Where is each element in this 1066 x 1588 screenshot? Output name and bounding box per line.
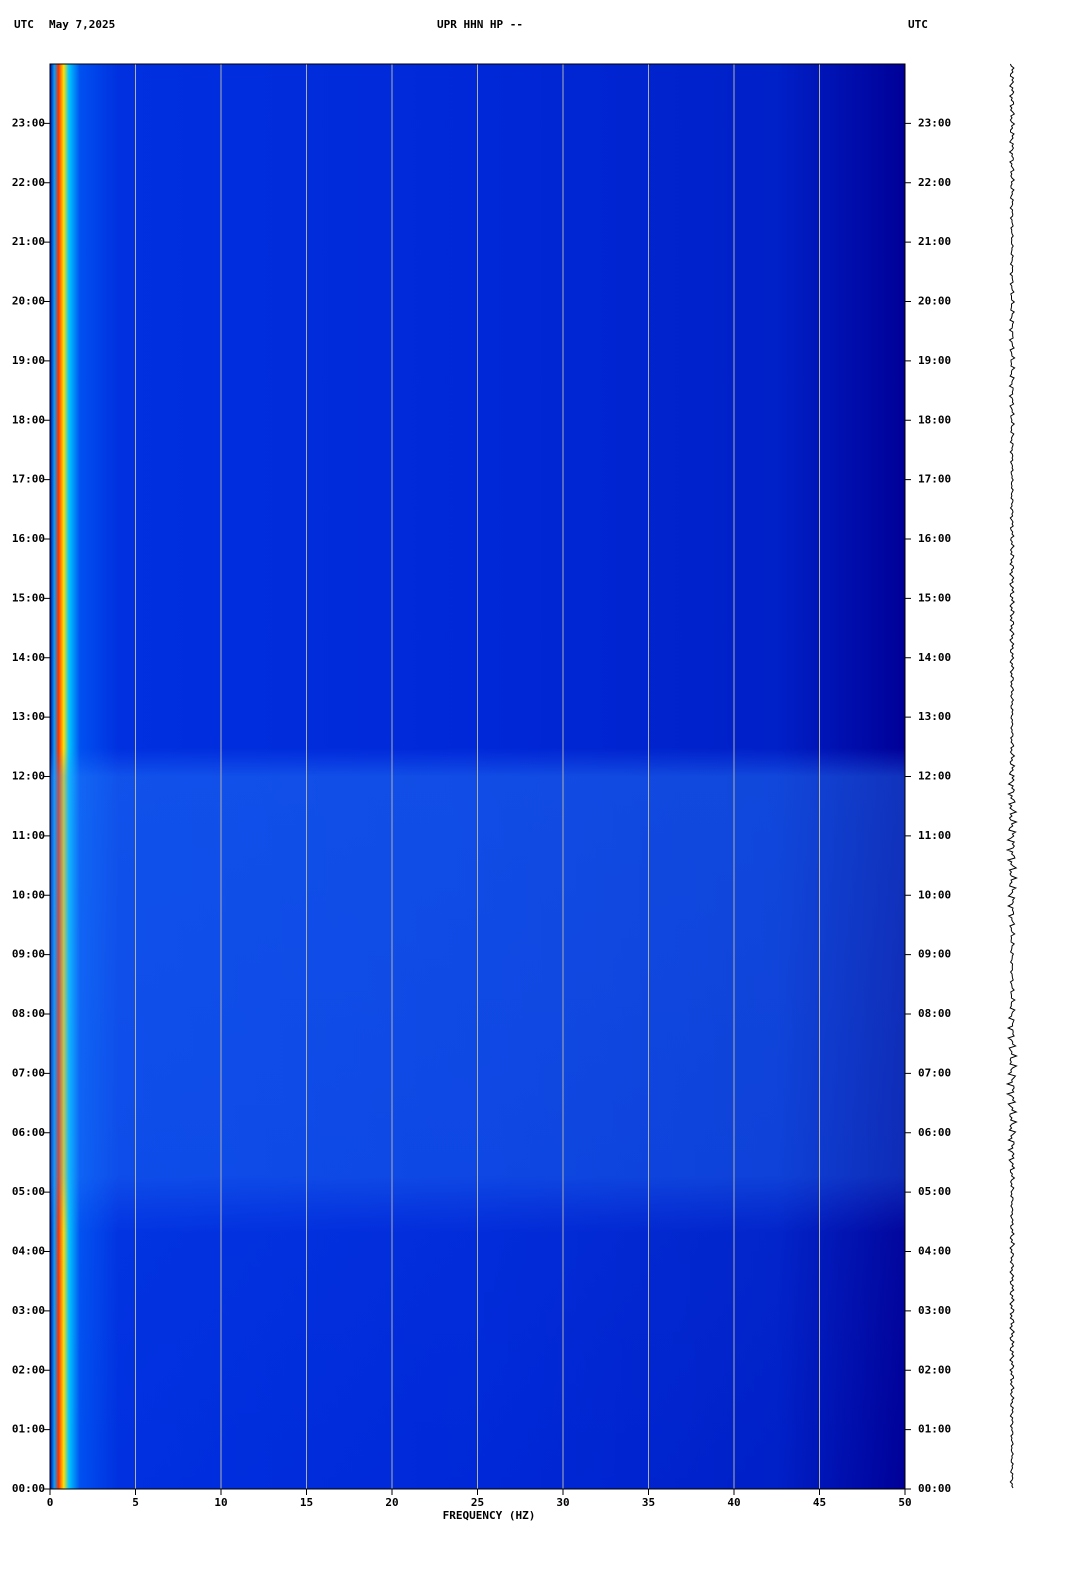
x-tick-label: 50 [898, 1496, 911, 1509]
y-tick-label-left: 18:00 [12, 413, 45, 426]
y-tick-label-left: 13:00 [12, 710, 45, 723]
y-tick-label-left: 06:00 [12, 1126, 45, 1139]
y-tick-label-right: 16:00 [918, 532, 951, 545]
y-tick-label-left: 15:00 [12, 591, 45, 604]
y-tick-label-left: 23:00 [12, 116, 45, 129]
x-tick-label: 20 [385, 1496, 398, 1509]
y-tick-label-left: 10:00 [12, 888, 45, 901]
y-tick-label-right: 06:00 [918, 1126, 951, 1139]
seismogram-trace [1005, 63, 1018, 1489]
x-tick-label: 25 [471, 1496, 484, 1509]
x-tick-label: 30 [556, 1496, 569, 1509]
y-tick-label-left: 05:00 [12, 1185, 45, 1198]
y-tick-label-right: 04:00 [918, 1245, 951, 1258]
y-tick-label-right: 20:00 [918, 295, 951, 308]
y-tick-label-right: 22:00 [918, 176, 951, 189]
plot-frame [49, 63, 906, 1490]
y-tick-label-right: 05:00 [918, 1185, 951, 1198]
x-tick-label: 0 [47, 1496, 54, 1509]
x-tick-label: 45 [813, 1496, 826, 1509]
y-tick-label-right: 11:00 [918, 829, 951, 842]
x-tick-label: 35 [642, 1496, 655, 1509]
y-tick-label-right: 21:00 [918, 235, 951, 248]
chart-title: UPR HHN HP -- [437, 18, 523, 31]
y-tick-label-left: 21:00 [12, 235, 45, 248]
x-axis-label: FREQUENCY (HZ) [443, 1509, 536, 1522]
x-tick-label: 5 [132, 1496, 139, 1509]
timezone-left: UTC [14, 18, 34, 31]
x-tick-label: 40 [727, 1496, 740, 1509]
y-tick-label-left: 14:00 [12, 651, 45, 664]
y-tick-label-right: 17:00 [918, 473, 951, 486]
timezone-right: UTC [908, 18, 928, 31]
y-tick-label-left: 01:00 [12, 1423, 45, 1436]
y-tick-label-right: 14:00 [918, 651, 951, 664]
y-tick-label-left: 04:00 [12, 1245, 45, 1258]
y-tick-label-right: 13:00 [918, 710, 951, 723]
y-tick-label-right: 03:00 [918, 1304, 951, 1317]
y-tick-label-right: 09:00 [918, 948, 951, 961]
y-tick-label-left: 11:00 [12, 829, 45, 842]
x-tick-label: 15 [300, 1496, 313, 1509]
y-tick-label-right: 01:00 [918, 1423, 951, 1436]
y-tick-label-left: 08:00 [12, 1007, 45, 1020]
y-tick-label-left: 03:00 [12, 1304, 45, 1317]
y-tick-label-right: 10:00 [918, 888, 951, 901]
y-tick-label-right: 02:00 [918, 1363, 951, 1376]
y-tick-label-right: 23:00 [918, 116, 951, 129]
y-tick-label-left: 07:00 [12, 1066, 45, 1079]
y-tick-label-left: 02:00 [12, 1363, 45, 1376]
y-tick-label-left: 20:00 [12, 295, 45, 308]
y-tick-label-left: 00:00 [12, 1482, 45, 1495]
y-tick-label-left: 09:00 [12, 948, 45, 961]
date: May 7,2025 [49, 18, 115, 31]
y-tick-label-left: 17:00 [12, 473, 45, 486]
y-tick-label-right: 07:00 [918, 1066, 951, 1079]
y-tick-label-right: 08:00 [918, 1007, 951, 1020]
y-tick-label-right: 00:00 [918, 1482, 951, 1495]
y-tick-label-right: 15:00 [918, 591, 951, 604]
x-tick-label: 10 [214, 1496, 227, 1509]
y-tick-label-right: 18:00 [918, 413, 951, 426]
y-tick-label-left: 16:00 [12, 532, 45, 545]
axes [44, 64, 911, 1495]
y-tick-label-right: 12:00 [918, 770, 951, 783]
y-tick-label-left: 22:00 [12, 176, 45, 189]
y-tick-label-right: 19:00 [918, 354, 951, 367]
y-tick-label-left: 19:00 [12, 354, 45, 367]
y-tick-label-left: 12:00 [12, 770, 45, 783]
